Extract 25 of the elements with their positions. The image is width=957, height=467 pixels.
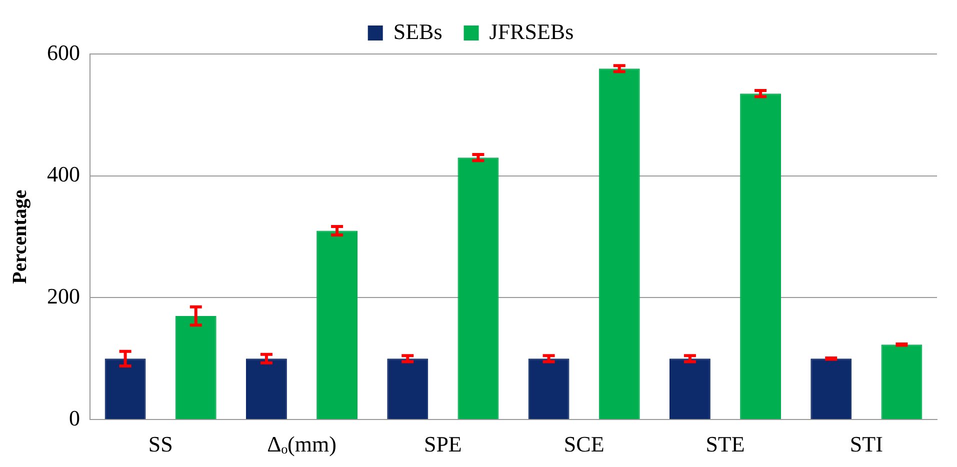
bar	[246, 358, 287, 420]
bar	[528, 358, 570, 420]
y-tick-label: 400	[47, 162, 80, 187]
bar	[598, 68, 640, 420]
bar	[881, 344, 922, 420]
bar	[175, 316, 216, 420]
bar	[316, 230, 358, 420]
x-tick-label: Δₒ(mm)	[267, 432, 336, 457]
x-tick-label: SPE	[424, 432, 462, 457]
bar	[387, 358, 428, 420]
y-tick-label: 0	[69, 405, 80, 430]
x-tick-label: STI	[850, 432, 883, 457]
y-axis-title: Percentage	[9, 190, 32, 284]
legend-label: JFRSEBs	[489, 18, 574, 44]
bar	[104, 358, 146, 420]
legend-label: SEBs	[393, 18, 442, 44]
x-tick-label: STE	[706, 432, 745, 457]
bar	[740, 94, 782, 420]
y-tick-label: 200	[47, 284, 80, 309]
bar	[458, 158, 499, 420]
y-tick-label: 600	[47, 40, 80, 65]
x-tick-label: SCE	[564, 432, 604, 457]
x-tick-label: SS	[148, 432, 173, 457]
bar	[810, 358, 852, 420]
bar	[669, 358, 710, 420]
